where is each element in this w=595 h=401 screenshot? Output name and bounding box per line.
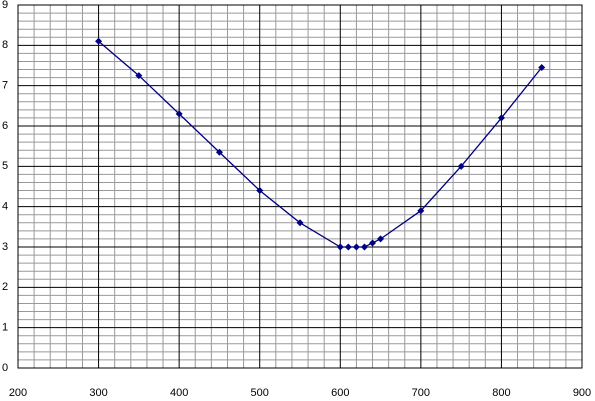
x-tick-label: 400 bbox=[170, 387, 188, 399]
data-point bbox=[215, 148, 223, 156]
y-tick-label: 0 bbox=[2, 362, 8, 374]
x-tick-label: 300 bbox=[89, 387, 107, 399]
x-tick-label: 700 bbox=[412, 387, 430, 399]
data-point bbox=[256, 187, 264, 195]
data-point bbox=[360, 243, 368, 251]
series-line bbox=[98, 40, 543, 248]
y-tick-label: 9 bbox=[2, 0, 8, 11]
y-tick-label: 7 bbox=[2, 80, 8, 92]
data-point bbox=[497, 114, 505, 122]
y-tick-label: 5 bbox=[2, 160, 8, 172]
x-tick-label: 500 bbox=[251, 387, 269, 399]
x-tick-label: 900 bbox=[573, 387, 591, 399]
y-tick-label: 1 bbox=[2, 322, 8, 334]
y-tick-label: 2 bbox=[2, 281, 8, 293]
data-point bbox=[336, 243, 344, 251]
data-point bbox=[352, 243, 360, 251]
data-point bbox=[296, 219, 304, 227]
y-tick-label: 6 bbox=[2, 120, 8, 132]
x-tick-label: 600 bbox=[331, 387, 349, 399]
plot-border bbox=[17, 4, 583, 369]
y-tick-label: 3 bbox=[2, 241, 8, 253]
data-point bbox=[457, 162, 465, 170]
data-point bbox=[538, 64, 546, 72]
data-point bbox=[135, 72, 143, 80]
data-point bbox=[417, 207, 425, 215]
data-point bbox=[369, 239, 377, 247]
data-point bbox=[175, 110, 183, 118]
x-tick-label: 200 bbox=[9, 387, 27, 399]
data-point bbox=[377, 235, 385, 243]
data-point bbox=[95, 37, 103, 45]
y-tick-label: 8 bbox=[2, 39, 8, 51]
y-tick-label: 4 bbox=[2, 201, 8, 213]
data-point bbox=[344, 243, 352, 251]
x-tick-label: 800 bbox=[492, 387, 510, 399]
